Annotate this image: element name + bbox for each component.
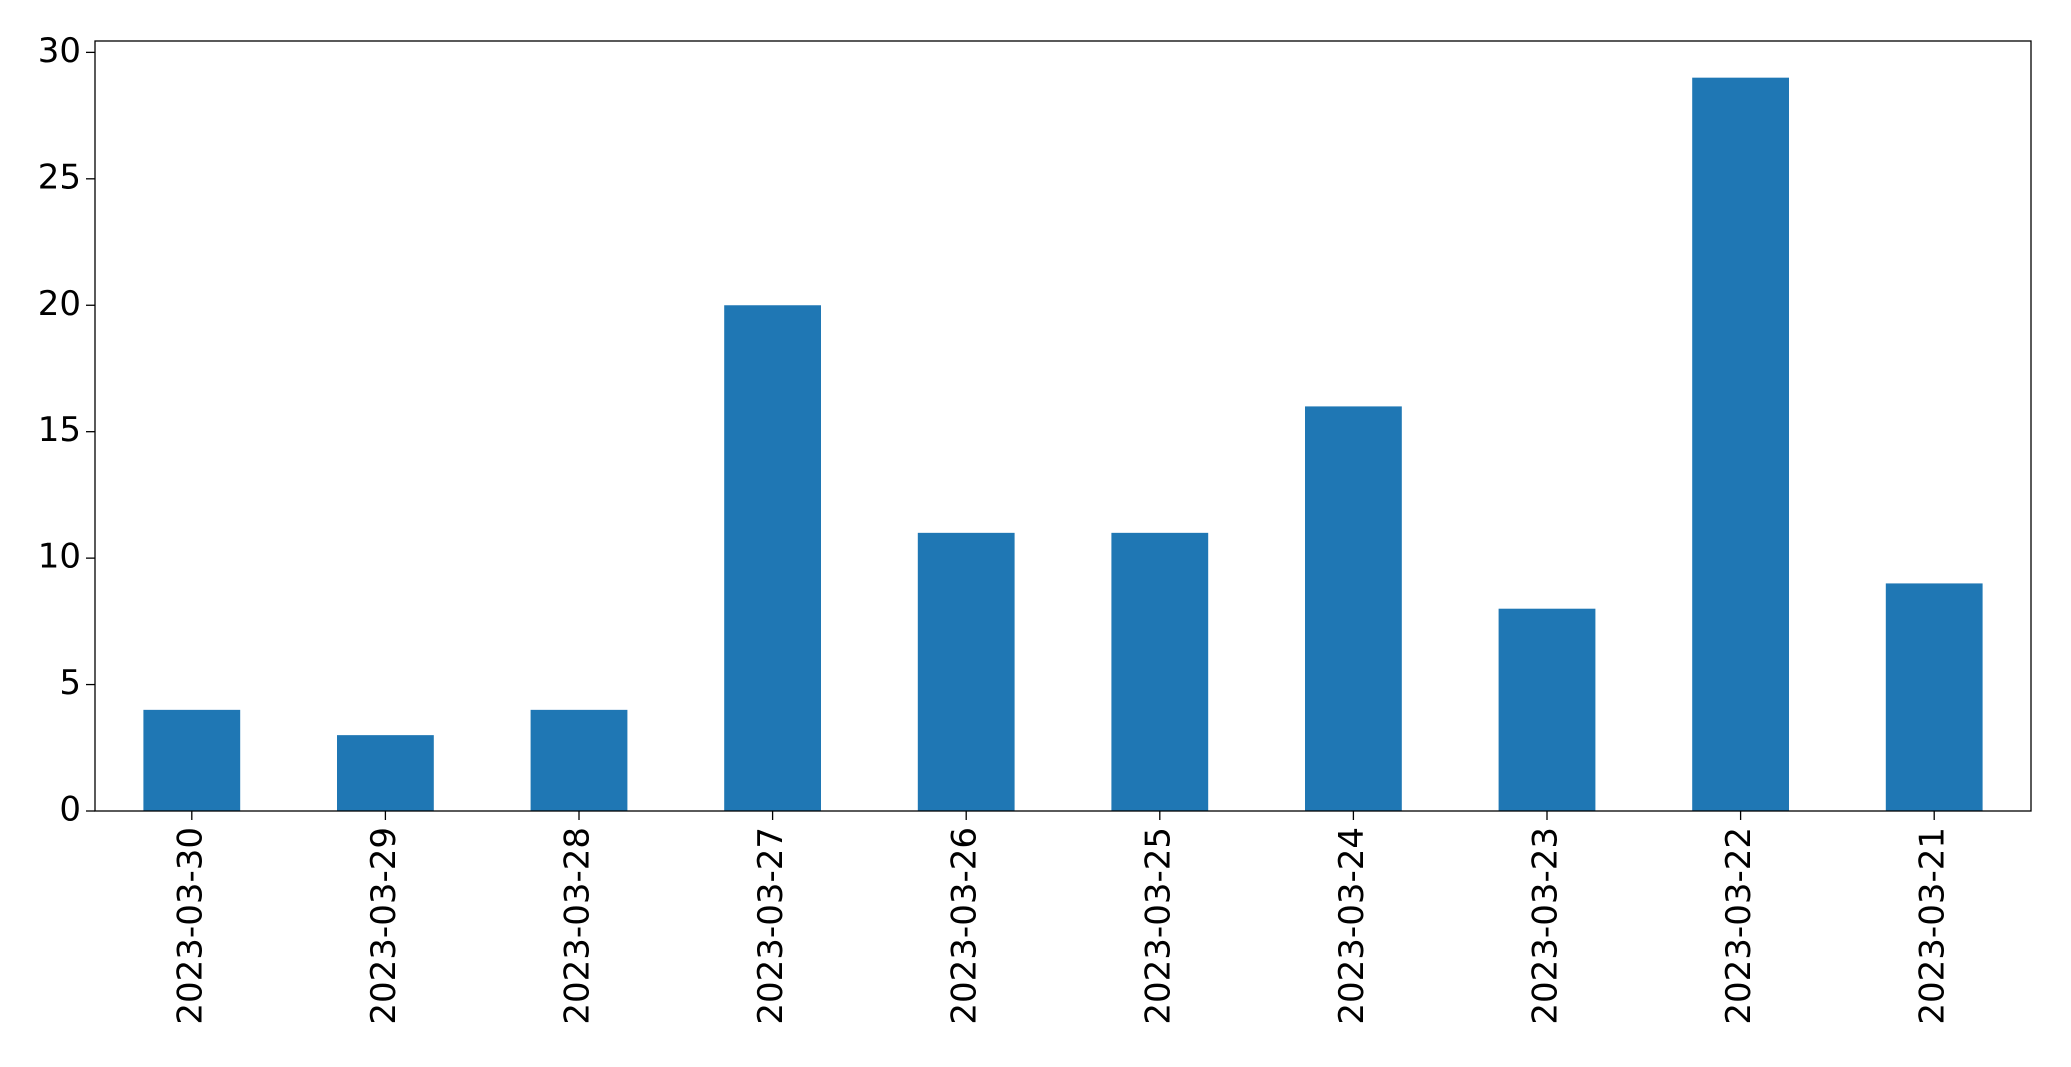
x-tick-label: 2023-03-25 [1138, 827, 1178, 1025]
x-tick-label: 2023-03-29 [364, 827, 404, 1025]
x-tick-label: 2023-03-23 [1526, 827, 1566, 1025]
bar [724, 305, 821, 811]
y-tick-label: 20 [38, 284, 81, 324]
bar [143, 709, 241, 811]
x-tick-label: 2023-03-28 [558, 827, 598, 1025]
bar [337, 735, 434, 811]
bar [1111, 532, 1209, 811]
y-tick-label: 5 [59, 663, 81, 703]
bar [917, 532, 1015, 811]
y-tick-label: 10 [38, 537, 81, 577]
x-tick-label: 2023-03-22 [1719, 827, 1759, 1025]
y-tick-label: 15 [38, 410, 81, 450]
bar [530, 709, 628, 811]
y-tick-label: 30 [38, 31, 81, 71]
bar [1692, 77, 1789, 811]
bar [1498, 608, 1596, 811]
bar [1885, 583, 1983, 811]
y-tick-label: 25 [38, 157, 81, 197]
plot-frame [94, 40, 2032, 812]
y-tick-label: 0 [59, 790, 81, 830]
x-tick-label: 2023-03-30 [170, 827, 210, 1025]
x-tick-label: 2023-03-24 [1332, 827, 1372, 1025]
x-tick-label: 2023-03-26 [945, 827, 985, 1025]
x-tick-label: 2023-03-21 [1913, 827, 1953, 1025]
x-tick-label: 2023-03-27 [751, 827, 791, 1025]
bar [1305, 406, 1402, 811]
